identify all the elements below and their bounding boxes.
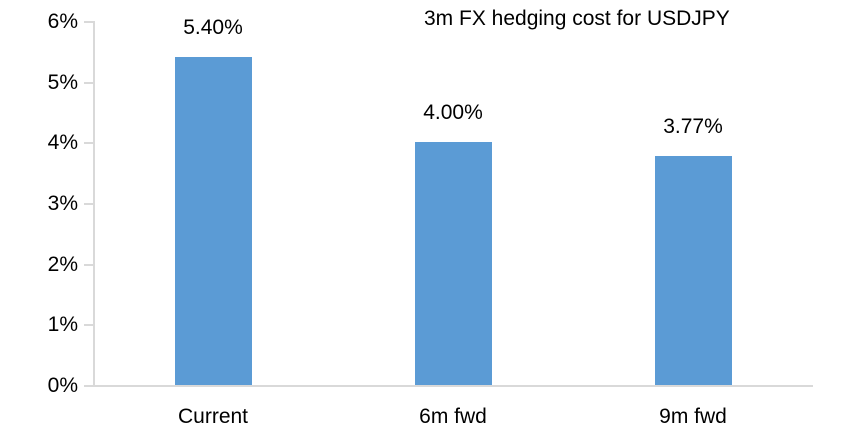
y-axis-tick-label: 5% bbox=[47, 70, 78, 94]
y-axis-tick bbox=[84, 385, 93, 387]
y-axis-tick-label: 0% bbox=[47, 374, 78, 397]
x-axis-line bbox=[93, 385, 813, 387]
y-axis-tick bbox=[84, 21, 93, 23]
bar-6m-fwd bbox=[414, 142, 492, 385]
y-axis-tick bbox=[84, 324, 93, 327]
x-axis-category-label: Current bbox=[177, 405, 249, 428]
y-axis-tick bbox=[84, 263, 93, 266]
x-axis-category-label: 9m fwd bbox=[659, 405, 727, 428]
chart-title: 3m FX hedging cost for USDJPY bbox=[424, 7, 730, 30]
y-axis-line bbox=[93, 21, 95, 387]
y-axis-tick-label: 2% bbox=[47, 252, 78, 276]
y-axis-tick bbox=[84, 142, 93, 145]
y-axis-tick-label: 4% bbox=[47, 131, 78, 155]
bar-value-label: 5.40% bbox=[183, 16, 243, 40]
x-axis-category-label: 6m fwd bbox=[419, 405, 487, 428]
bar-9m-fwd bbox=[654, 156, 732, 385]
y-axis-tick-label: 6% bbox=[47, 10, 78, 33]
bar-value-label: 3.77% bbox=[663, 115, 723, 139]
y-axis-tick bbox=[84, 81, 93, 84]
bar-current bbox=[174, 57, 252, 385]
y-axis-tick bbox=[84, 203, 93, 205]
bar-value-label: 4.00% bbox=[423, 101, 483, 125]
y-axis-tick-label: 3% bbox=[47, 192, 78, 215]
y-axis-tick-label: 1% bbox=[47, 313, 78, 337]
